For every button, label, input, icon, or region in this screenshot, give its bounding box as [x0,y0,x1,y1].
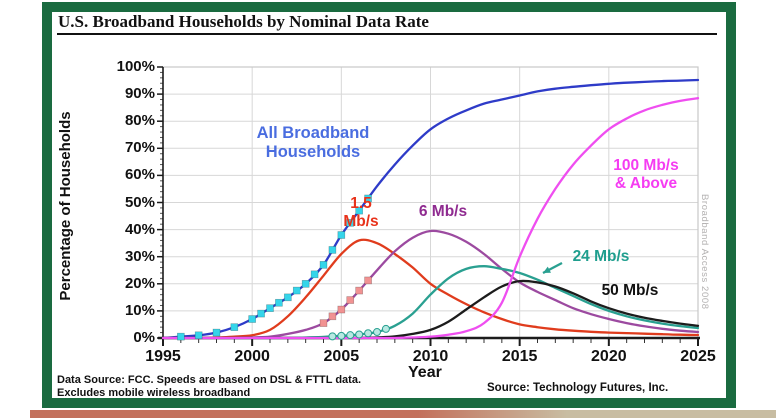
y-tick-label: 0% [133,329,155,346]
footnote-line: FTTL data. Excludes mobile wireless broa… [57,374,362,399]
marker-6-mbps [319,319,328,327]
series-label-line: 24 Mb/s [572,248,630,265]
marker-all-broadband [310,270,319,279]
marker-all-broadband [230,323,239,331]
y-axis-title: Percentage of Households [57,111,74,301]
marker-all-broadband [194,331,203,340]
series-label-all-broadband: All Broadband Households [240,124,386,163]
y-tick-label: 80% [124,112,155,130]
series-label-24-mbps: 24 Mb/s [563,248,639,266]
y-tick-label: 10% [124,301,155,319]
title-underline [57,33,717,35]
series-label-6-mbps: 6 Mb/s [412,203,474,221]
marker-6-mbps [337,305,346,314]
y-tick-label: 70% [124,139,155,157]
bottom-strip [30,410,776,418]
annotation-arrowhead [543,266,551,273]
y-tick-label: 90% [124,85,155,103]
y-tick-label: 30% [124,247,155,265]
marker-6-mbps [355,286,363,295]
marker-24-mbps [355,330,364,339]
y-tick-label: 20% [124,274,155,292]
marker-all-broadband [275,298,283,307]
series-label-line: Households [265,143,361,162]
marker-6-mbps [346,296,355,304]
series-label-50-mbps: 50 Mb/s [592,282,668,300]
marker-all-broadband [337,231,346,239]
x-axis-title: Year [408,364,442,381]
marker-all-broadband [292,286,301,295]
marker-all-broadband [257,309,265,318]
marker-24-mbps [381,324,390,333]
marker-all-broadband [364,194,372,203]
footnote-data-source: Data Source: FCC. Speeds are based on DS… [57,374,387,400]
chart-frame [42,2,736,408]
marker-6-mbps [364,276,372,285]
y-tick-label: 50% [124,193,155,211]
x-tick-label: 2020 [591,348,627,365]
x-tick-label: 2015 [501,348,538,365]
marker-all-broadband [328,246,337,254]
x-tick-label: 2000 [234,348,270,365]
series-line-1.5-mbps [161,238,700,340]
x-tick-label: 1995 [145,348,181,365]
series-label-line: 50 Mb/s [601,282,659,299]
x-tick-label: 2010 [412,348,449,365]
marker-all-broadband [346,219,355,227]
series-label-1-5-mbps: 1.5 Mb/s [330,195,392,232]
footnote-line: Data Source: FCC. Speeds are based on DS… [57,374,303,386]
series-label-line: 1.5 [350,195,372,212]
series-label-line: Mb/s [343,213,379,231]
y-tick-label: 100% [116,58,155,75]
marker-all-broadband [248,315,256,323]
footnote-source: Source: Technology Futures, Inc. [487,382,669,394]
series-label-line: 6 Mb/s [418,203,468,220]
series-label-line: All Broadband [256,124,370,142]
chart-title: U.S. Broadband Households by Nominal Dat… [58,12,429,31]
marker-24-mbps [364,329,373,338]
series-label-100-mbps-above: 100 Mb/s & Above [600,157,692,194]
marker-24-mbps [373,328,381,337]
marker-all-broadband [319,261,328,269]
x-tick-label: 2025 [680,348,716,365]
plot-area [157,66,700,346]
marker-all-broadband [284,293,292,302]
marker-all-broadband [355,206,363,215]
series-line-100-mbps-above [161,97,700,340]
marker-24-mbps [337,331,346,340]
marker-all-broadband [266,304,274,312]
series-label-line: 100 Mb/s [613,157,679,174]
watermark-broadband-access: Broadband Access 2008 [699,194,710,310]
x-tick-label: 2005 [323,348,360,365]
y-tick-label: 40% [124,220,155,238]
marker-all-broadband [301,280,310,288]
series-label-line: & Above [614,175,678,193]
y-tick-label: 60% [124,166,155,184]
marker-all-broadband [212,328,221,337]
marker-all-broadband [177,332,185,341]
marker-24-mbps [346,331,355,340]
marker-6-mbps [328,312,337,321]
marker-24-mbps [328,332,337,341]
